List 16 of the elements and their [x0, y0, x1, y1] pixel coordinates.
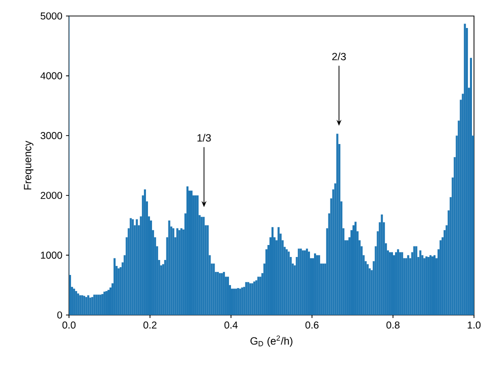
y-tick-label: 1000 [40, 252, 62, 259]
x-axis-title: G$_{D}$ (e$^{2}$/h) [250, 335, 292, 347]
x-tick-label: 0.6 [305, 322, 319, 329]
x-tick-label: 0.8 [386, 322, 400, 329]
y-tick-label: 2000 [40, 192, 62, 199]
y-tick-label: 5000 [40, 12, 62, 20]
annotation: 1/3 [198, 134, 211, 142]
y-tick-label: 3000 [40, 132, 62, 140]
y-axis-title: Frequency [24, 140, 34, 190]
y-tick-label: 4000 [40, 72, 62, 80]
y-tick-label: 0 [57, 311, 62, 319]
x-tick-label: 0.4 [224, 322, 238, 329]
x-tick-label: 0.2 [143, 322, 156, 329]
x-tick-label: 1.0 [468, 322, 481, 329]
annotation: 2/3 [332, 52, 346, 60]
x-tick-label: 0.0 [62, 322, 76, 329]
